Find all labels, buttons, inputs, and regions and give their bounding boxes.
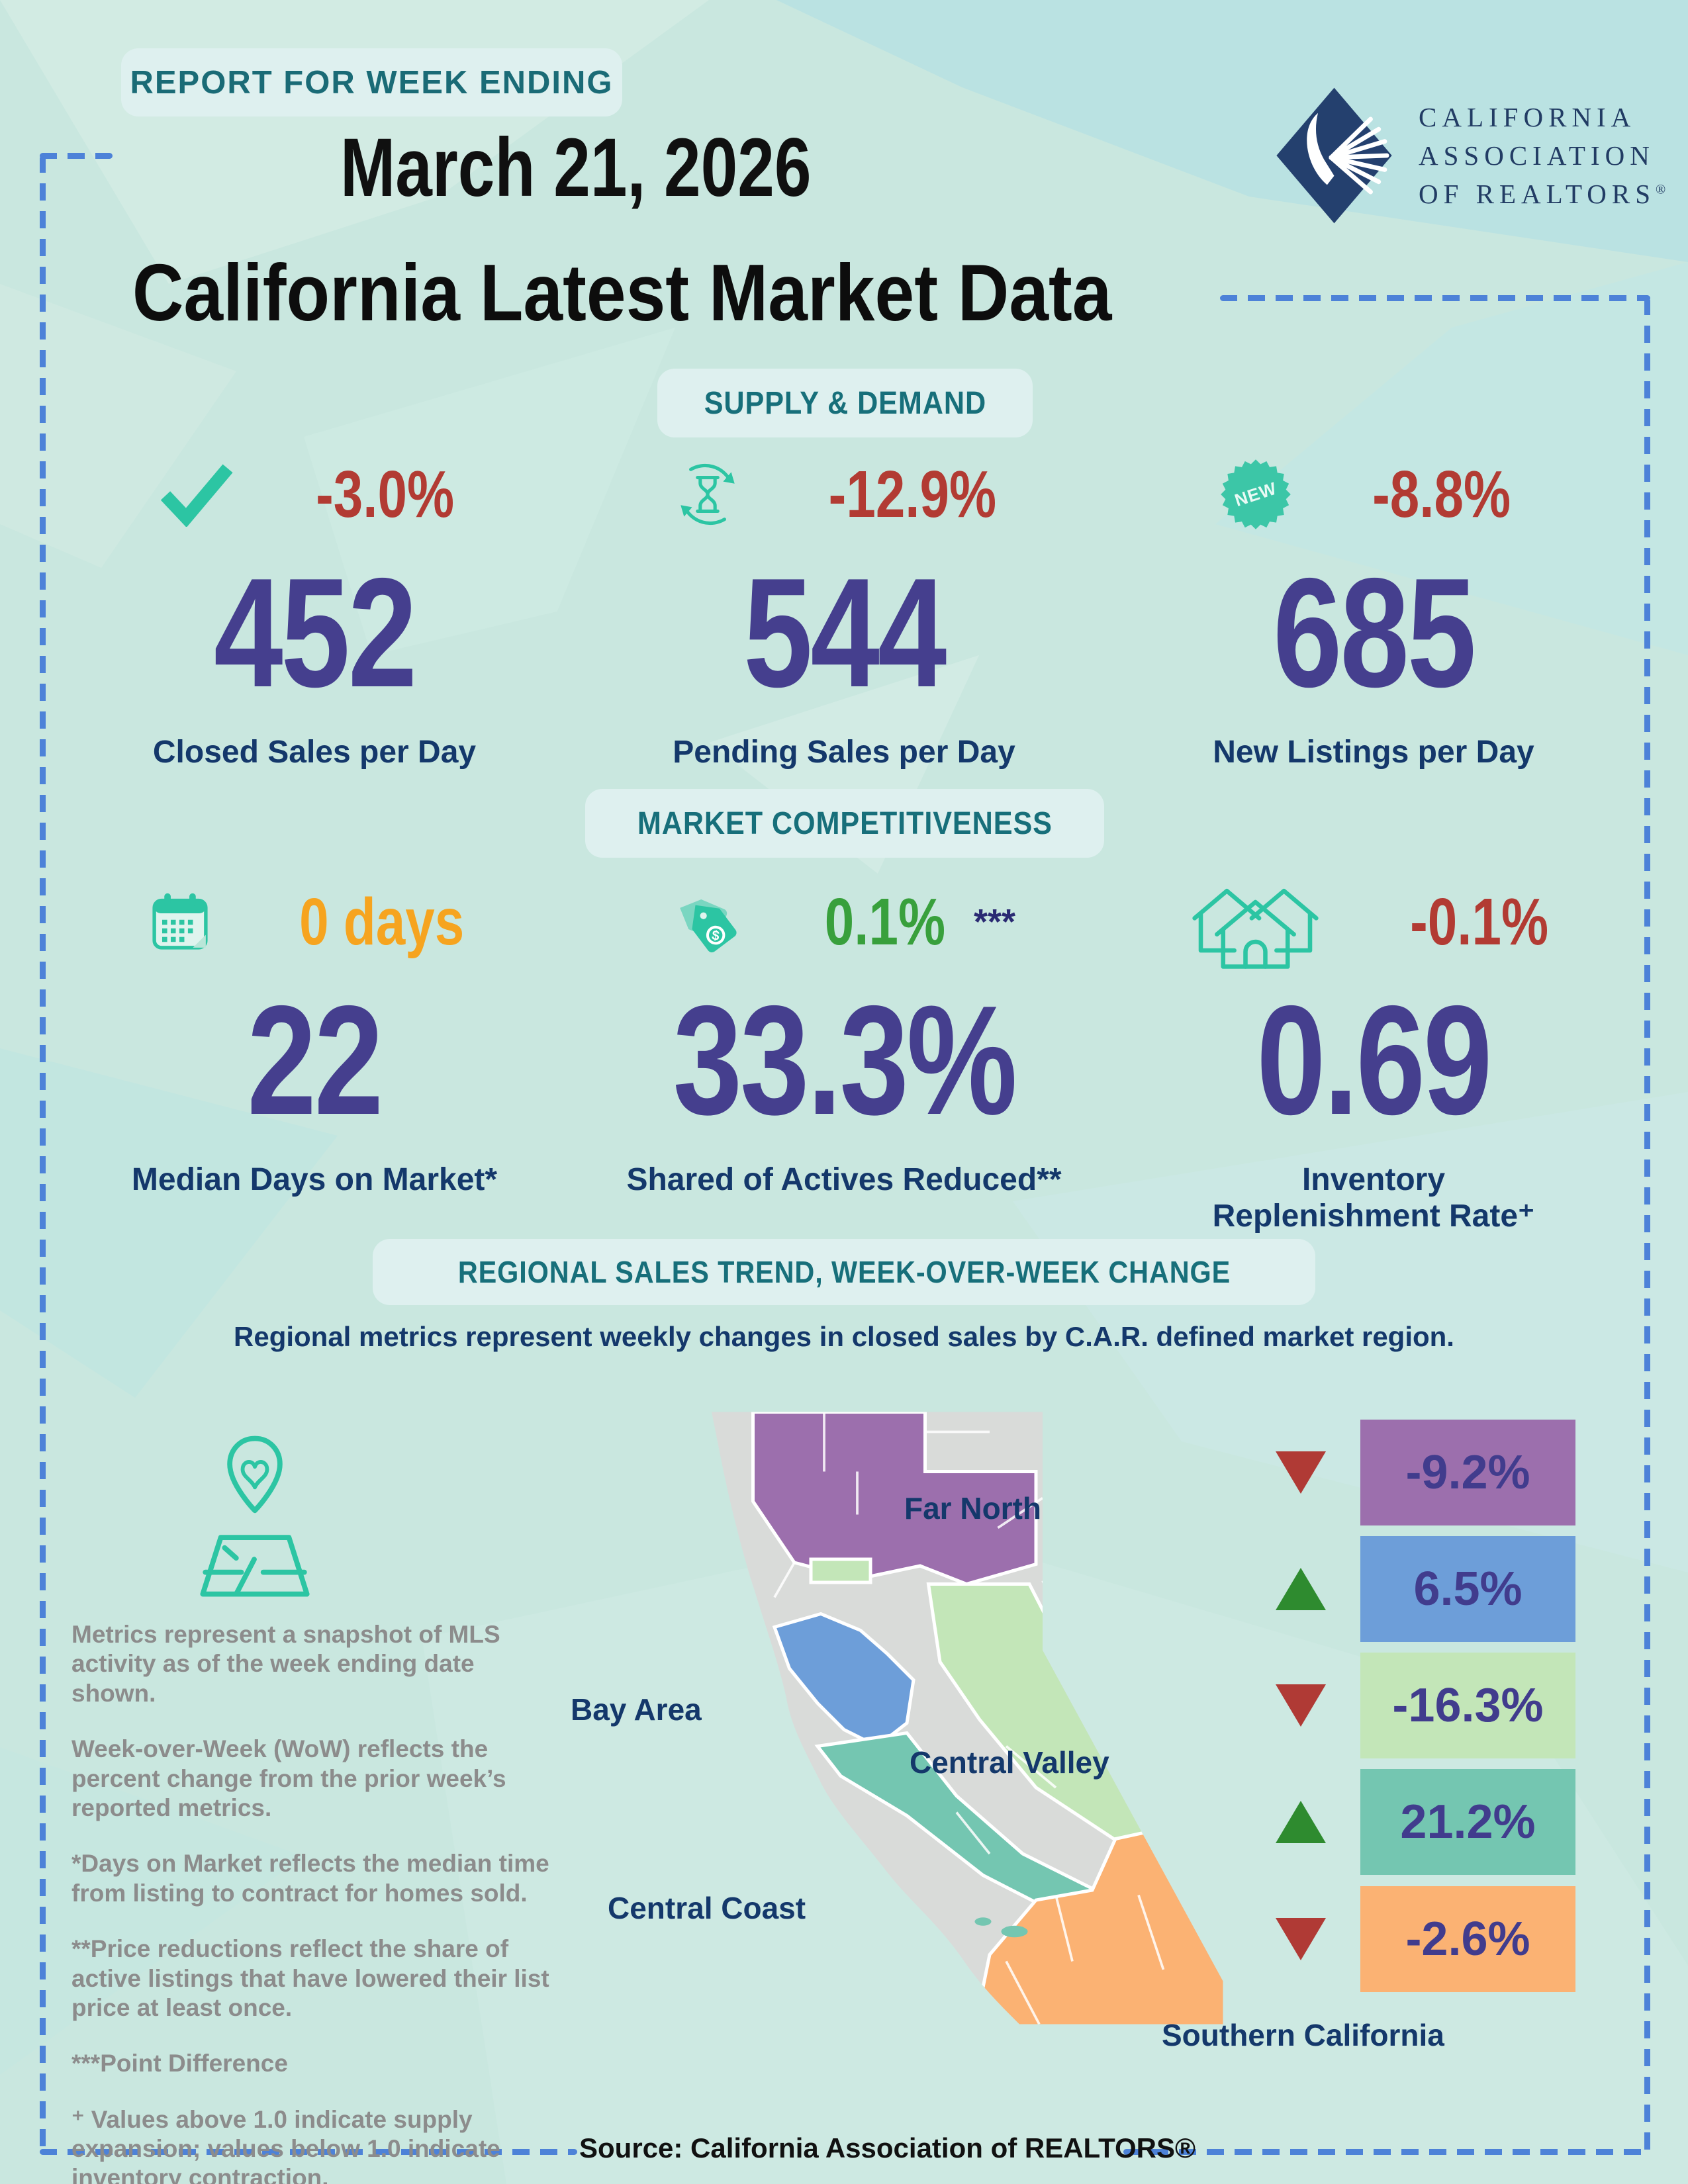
car-logo-icon bbox=[1276, 87, 1392, 224]
region-change-badge: -16.3% bbox=[1360, 1653, 1575, 1758]
metric-label: New Listings per Day bbox=[1213, 735, 1534, 770]
region-change-badge: 21.2% bbox=[1360, 1769, 1575, 1875]
metric-median-days: 0 days 22 Median Days on Market* bbox=[50, 872, 579, 1234]
note-snapshot: Metrics represent a snapshot of MLS acti… bbox=[71, 1621, 500, 1707]
car-logo-line3: OF REALTORS® bbox=[1419, 179, 1666, 210]
dashed-border-top-left-stub bbox=[40, 153, 113, 159]
svg-text:$: $ bbox=[711, 928, 721, 943]
note-wow: Week-over-Week (WoW) reflects the percen… bbox=[71, 1735, 506, 1821]
metric-value: 544 bbox=[743, 545, 947, 719]
source-attribution: Source: California Association of REALTO… bbox=[579, 2132, 1196, 2163]
metric-label: Closed Sales per Day bbox=[152, 735, 477, 770]
arrow-up-icon bbox=[1276, 1801, 1326, 1843]
footnotes: Metrics represent a snapshot of MLS acti… bbox=[71, 1620, 565, 2184]
metric-change: -8.8% bbox=[1372, 457, 1511, 531]
report-date: March 21, 2026 bbox=[340, 122, 812, 214]
region-change-badge: -2.6% bbox=[1360, 1886, 1575, 1992]
market-competitiveness-metrics: 0 days 22 Median Days on Market* $ bbox=[50, 872, 1638, 1234]
arrow-down-icon bbox=[1276, 1684, 1326, 1727]
metric-inventory-replenishment: -0.1% 0.69 Inventory Replenishment Rate⁺ bbox=[1109, 872, 1638, 1234]
region-row-bay-area: 6.5% bbox=[1258, 1536, 1628, 1642]
metric-new-listings: NEW -8.8% 685 New Listings per Day bbox=[1109, 445, 1638, 770]
regional-subtitle: Regional metrics represent weekly change… bbox=[234, 1321, 1454, 1352]
dashed-border-right bbox=[1644, 298, 1650, 2153]
metric-label: Inventory Replenishment Rate⁺ bbox=[1212, 1162, 1535, 1234]
metric-change: -12.9% bbox=[828, 457, 997, 531]
dashed-border-left bbox=[40, 156, 46, 2153]
supply-demand-badge: SUPPLY & DEMAND bbox=[657, 369, 1033, 437]
metric-label: Shared of Actives Reduced** bbox=[626, 1162, 1062, 1197]
metric-pending-sales: -12.9% 544 Pending Sales per Day bbox=[579, 445, 1109, 770]
market-competitiveness-badge: MARKET COMPETITIVENESS bbox=[585, 789, 1104, 858]
arrow-down-icon bbox=[1276, 1451, 1326, 1494]
region-row-central-coast: 21.2% bbox=[1258, 1769, 1628, 1875]
metric-change-note: *** bbox=[973, 901, 1015, 942]
metric-closed-sales: -3.0% 452 Closed Sales per Day bbox=[50, 445, 579, 770]
metric-label: Median Days on Market* bbox=[131, 1162, 498, 1197]
pending-cycle-icon bbox=[671, 457, 745, 531]
note-replenishment: ⁺ Values above 1.0 indicate supply expan… bbox=[71, 2105, 500, 2184]
note-point-difference: ***Point Difference bbox=[71, 2050, 288, 2077]
calendar-icon bbox=[144, 886, 216, 958]
metric-value: 452 bbox=[213, 545, 417, 719]
new-badge-icon: NEW bbox=[1219, 458, 1292, 531]
houses-icon bbox=[1181, 872, 1330, 972]
region-row-central-valley: -16.3% bbox=[1258, 1653, 1628, 1758]
map-label-southern-california: Southern California bbox=[1162, 2018, 1444, 2052]
arrow-up-icon bbox=[1276, 1568, 1326, 1610]
map-label-central-coast: Central Coast bbox=[608, 1891, 806, 1925]
map-label-far-north: Far North bbox=[904, 1491, 1041, 1525]
california-regions-map bbox=[712, 1412, 1223, 2025]
car-logo-line1: CALIFORNIA bbox=[1419, 101, 1636, 132]
report-week-badge: REPORT FOR WEEK ENDING bbox=[121, 48, 622, 116]
metric-actives-reduced: $ 0.1% *** 33.3% Shared of Actives Reduc… bbox=[579, 872, 1109, 1234]
note-days-on-market: *Days on Market reflects the median time… bbox=[71, 1850, 549, 1907]
car-logo-text: CALIFORNIA ASSOCIATION OF REALTORS® bbox=[1419, 98, 1665, 214]
dashed-border-top-right bbox=[1220, 295, 1650, 301]
map-label-bay-area: Bay Area bbox=[571, 1692, 702, 1727]
note-price-reductions: **Price reductions reflect the share of … bbox=[71, 1935, 549, 2021]
region-row-southern-california: -2.6% bbox=[1258, 1886, 1628, 1992]
supply-demand-metrics: -3.0% 452 Closed Sales per Day bbox=[50, 445, 1638, 770]
dashed-border-bottom-left bbox=[40, 2149, 577, 2155]
metric-value: 0.69 bbox=[1256, 973, 1492, 1147]
map-label-central-valley: Central Valley bbox=[910, 1745, 1109, 1780]
registered-mark: ® bbox=[1656, 182, 1666, 197]
metric-change: -0.1% bbox=[1410, 884, 1549, 959]
metric-change: 0 days bbox=[299, 884, 465, 959]
page-title: California Latest Market Data bbox=[132, 248, 1112, 338]
metric-label: Pending Sales per Day bbox=[673, 735, 1015, 770]
regional-trend-badge: REGIONAL SALES TREND, WEEK-OVER-WEEK CHA… bbox=[373, 1239, 1315, 1305]
region-change-badge: 6.5% bbox=[1360, 1536, 1575, 1642]
dashed-border-bottom-right bbox=[1123, 2149, 1650, 2155]
arrow-down-icon bbox=[1276, 1918, 1326, 1960]
metric-change: -3.0% bbox=[315, 457, 454, 531]
map-pin-heart-icon bbox=[200, 1435, 310, 1597]
metric-value: 22 bbox=[247, 973, 384, 1147]
check-icon bbox=[158, 462, 236, 527]
report-week-badge-label: REPORT FOR WEEK ENDING bbox=[130, 64, 614, 101]
metric-value: 33.3% bbox=[673, 973, 1017, 1147]
price-tag-icon: $ bbox=[673, 885, 747, 959]
metric-change: 0.1% bbox=[824, 884, 946, 959]
metric-value: 685 bbox=[1272, 545, 1476, 719]
region-change-badge: -9.2% bbox=[1360, 1420, 1575, 1525]
car-logo-line2: ASSOCIATION bbox=[1419, 140, 1655, 171]
car-logo: CALIFORNIA ASSOCIATION OF REALTORS® bbox=[1270, 85, 1665, 226]
region-row-far-north: -9.2% bbox=[1258, 1420, 1628, 1525]
